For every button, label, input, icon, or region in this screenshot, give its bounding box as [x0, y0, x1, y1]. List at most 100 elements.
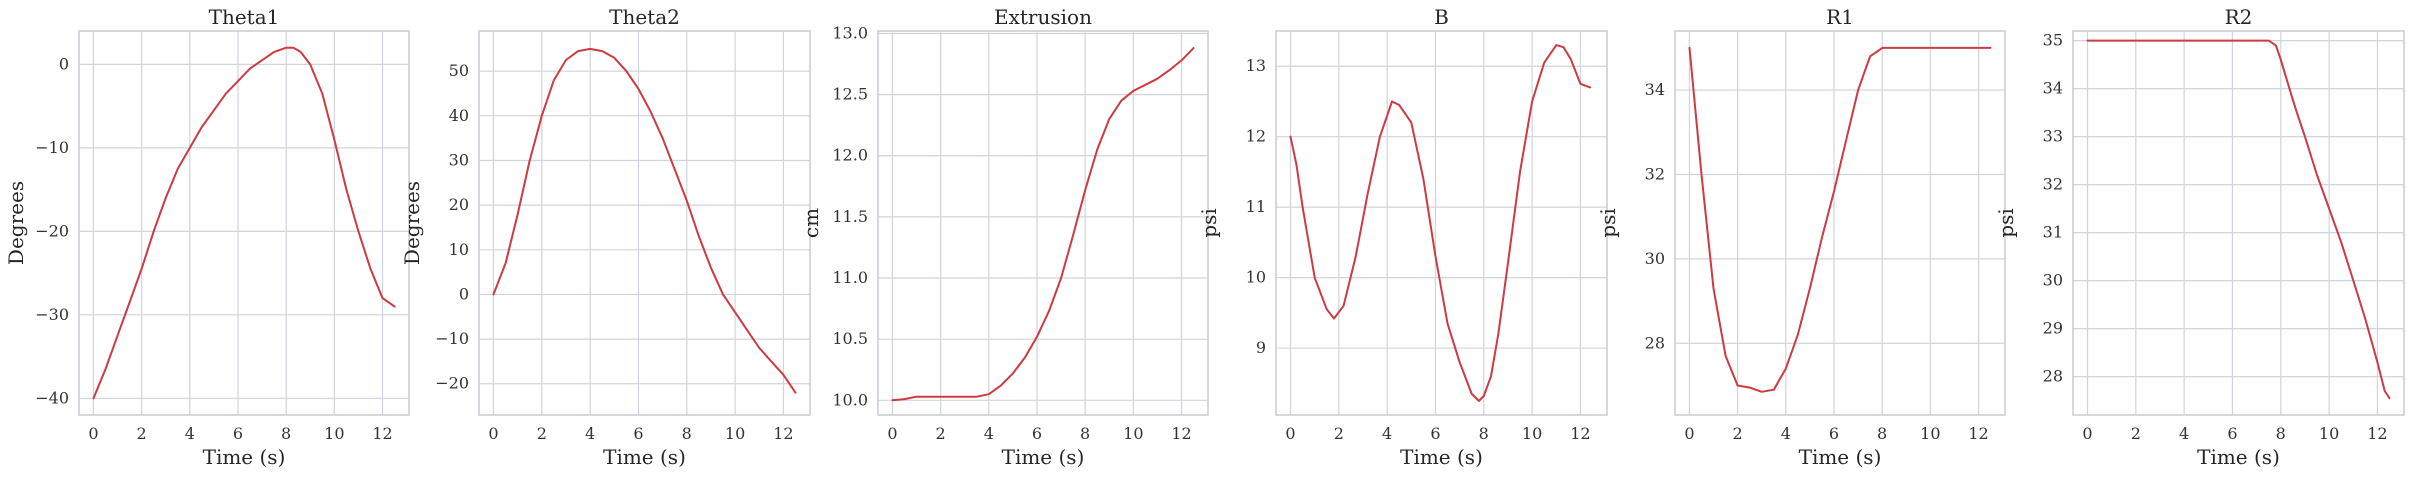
y-tick-label: 34 [2043, 79, 2063, 98]
x-tick-label: 12 [773, 424, 793, 443]
x-tick-label: 10 [2319, 424, 2339, 443]
x-tick-label: 12 [372, 424, 392, 443]
y-tick-label: 32 [2043, 175, 2063, 194]
y-tick-label: 0 [459, 284, 469, 303]
x-tick-label: 6 [233, 424, 243, 443]
x-tick-label: 4 [585, 424, 595, 443]
x-tick-label: 12 [2367, 424, 2387, 443]
x-tick-label: 8 [1080, 424, 1090, 443]
series-line [1688, 46, 1992, 393]
y-tick-label: 0 [59, 54, 69, 73]
y-tick-label: 20 [449, 195, 469, 214]
chart-title: B [1434, 5, 1449, 29]
chart-panel-theta2: 0 2 4 6 8 10 12 −20 −10 0 10 20 30 40 50 Theta2 Time (s)… [400, 5, 811, 469]
y-tick-label: 11.0 [832, 268, 868, 287]
x-tick-label: 6 [1032, 424, 1042, 443]
x-tick-label: 0 [887, 424, 897, 443]
y-tick-label: 13 [1246, 56, 1266, 75]
x-tick-label: 4 [185, 424, 195, 443]
y-tick-label: 30 [1645, 249, 1665, 268]
y-axis-label: cm [799, 208, 823, 238]
y-tick-label: −10 [35, 138, 69, 157]
y-tick-label: −10 [435, 329, 469, 348]
plot-frame [78, 30, 410, 416]
x-tick-label: 4 [1382, 424, 1392, 443]
x-tick-label: 0 [488, 424, 498, 443]
x-tick-label: 2 [936, 424, 946, 443]
plot-frame [478, 30, 811, 416]
x-tick-label: 2 [537, 424, 547, 443]
y-tick-label: 35 [2043, 31, 2063, 50]
series-line [92, 46, 396, 400]
y-axis-label: psi [1197, 208, 1221, 237]
chart-title: Extrusion [994, 5, 1092, 29]
x-tick-label: 10 [1123, 424, 1143, 443]
chart-panel-theta1: 0 2 4 6 8 10 12 −40 −30 −20 −10 0 Theta1 Time (s) Degr… [4, 5, 410, 469]
y-tick-label: 31 [2043, 223, 2063, 242]
y-tick-label: −20 [435, 374, 469, 393]
x-tick-label: 10 [725, 424, 745, 443]
x-tick-label: 12 [1968, 424, 1988, 443]
y-axis-label: Degrees [4, 181, 28, 265]
y-tick-label: 10 [449, 240, 469, 259]
x-tick-label: 0 [1285, 424, 1295, 443]
x-tick-label: 10 [1920, 424, 1940, 443]
y-tick-label: 40 [449, 106, 469, 125]
plot-frame [1275, 30, 1608, 416]
y-tick-label: 12.5 [832, 85, 868, 104]
y-tick-label: 11 [1246, 197, 1266, 216]
x-tick-label: 2 [1733, 424, 1743, 443]
x-tick-label: 8 [2276, 424, 2286, 443]
y-tick-label: 9 [1256, 338, 1266, 357]
series-line [891, 47, 1195, 402]
x-axis-label: Time (s) [1002, 445, 1085, 469]
y-tick-label: 12.0 [832, 146, 868, 165]
chart-title: R1 [1826, 5, 1854, 29]
y-tick-label: 10 [1246, 268, 1266, 287]
series-line [1289, 44, 1592, 402]
x-tick-label: 6 [1829, 424, 1839, 443]
y-tick-label: 28 [2043, 367, 2063, 386]
y-tick-label: 13.0 [832, 23, 868, 42]
x-tick-label: 10 [324, 424, 344, 443]
y-tick-label: −40 [35, 388, 69, 407]
x-axis-label: Time (s) [603, 445, 686, 469]
plot-frame [2072, 30, 2405, 416]
x-axis-label: Time (s) [1799, 445, 1882, 469]
x-axis-label: Time (s) [1400, 445, 1483, 469]
y-tick-label: 10.5 [832, 329, 868, 348]
chart-panel-r2: 0 2 4 6 8 10 12 28 29 30 31 32 33 34 35 R2 Time (s) psi [1994, 5, 2405, 469]
y-tick-label: 28 [1645, 333, 1665, 352]
y-tick-label: 34 [1645, 80, 1665, 99]
x-tick-label: 8 [1877, 424, 1887, 443]
y-tick-label: 30 [449, 150, 469, 169]
x-tick-label: 8 [682, 424, 692, 443]
plot-frame [1674, 30, 2006, 416]
x-tick-label: 6 [633, 424, 643, 443]
chart-title: R2 [2225, 5, 2253, 29]
x-tick-label: 4 [984, 424, 994, 443]
x-axis-label: Time (s) [203, 445, 286, 469]
chart-panel-b: 0 2 4 6 8 10 12 9 10 11 12 13 B Time (s) psi [1197, 5, 1608, 469]
x-tick-label: 2 [137, 424, 147, 443]
y-tick-label: 33 [2043, 127, 2063, 146]
x-tick-label: 12 [1570, 424, 1590, 443]
y-tick-label: −20 [35, 221, 69, 240]
y-axis-label: Degrees [400, 181, 424, 265]
x-tick-label: 0 [1684, 424, 1694, 443]
y-tick-label: 32 [1645, 164, 1665, 183]
y-tick-label: 11.5 [832, 207, 868, 226]
x-axis-label: Time (s) [2197, 445, 2280, 469]
y-tick-label: 10.0 [832, 390, 868, 409]
y-tick-label: 50 [449, 61, 469, 80]
x-tick-label: 4 [1781, 424, 1791, 443]
chart-title: Theta1 [209, 5, 280, 29]
x-tick-label: 4 [2179, 424, 2189, 443]
y-axis-label: psi [1596, 208, 1620, 237]
chart-title: Theta2 [609, 5, 680, 29]
y-tick-label: 30 [2043, 271, 2063, 290]
x-tick-label: 6 [1430, 424, 1440, 443]
series-line [2086, 39, 2391, 400]
x-tick-label: 8 [1479, 424, 1489, 443]
